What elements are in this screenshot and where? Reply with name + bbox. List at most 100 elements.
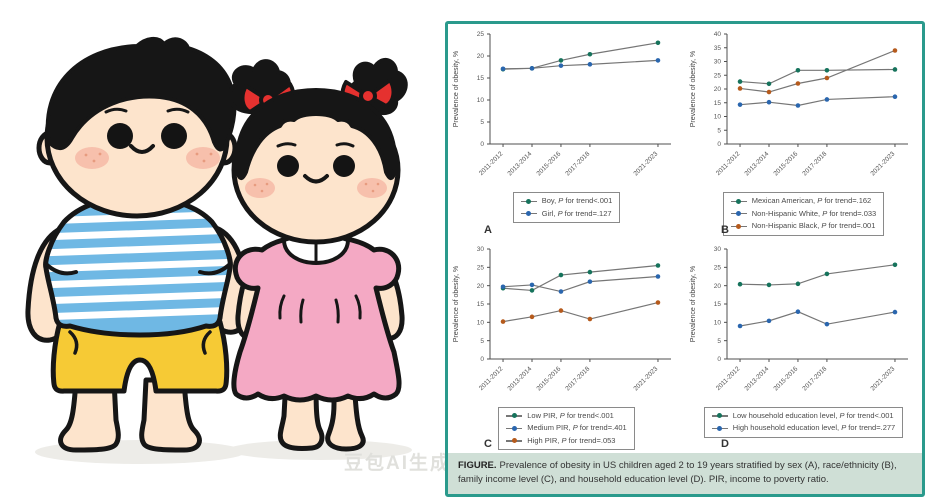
panel-letter-c: C xyxy=(484,438,492,451)
svg-text:2021-2023: 2021-2023 xyxy=(632,365,659,392)
svg-text:30: 30 xyxy=(714,59,722,66)
svg-text:2013-2014: 2013-2014 xyxy=(506,150,533,177)
legend-marker-icon xyxy=(520,211,537,217)
svg-text:2013-2014: 2013-2014 xyxy=(743,150,770,177)
svg-text:35: 35 xyxy=(714,45,722,52)
svg-text:2015-2016: 2015-2016 xyxy=(535,150,562,177)
svg-text:10: 10 xyxy=(714,319,722,326)
legend-marker-icon xyxy=(506,413,523,419)
legend-label: Medium PIR, P for trend=.401 xyxy=(527,423,627,433)
legend-item: Low household education level, P for tre… xyxy=(711,411,895,422)
svg-text:25: 25 xyxy=(477,31,485,38)
svg-text:2021-2023: 2021-2023 xyxy=(869,150,896,177)
svg-text:15: 15 xyxy=(714,301,722,308)
svg-text:2015-2016: 2015-2016 xyxy=(535,365,562,392)
svg-text:30: 30 xyxy=(714,246,722,253)
svg-text:2011-2012: 2011-2012 xyxy=(478,150,505,177)
chart-panel-c: 0 5 10 15 20 25 30 2011-2012 2013-2014 2015-2016 2… xyxy=(448,239,685,454)
svg-text:20: 20 xyxy=(714,283,722,290)
svg-text:Prevalence of obesity, %: Prevalence of obesity, % xyxy=(453,265,460,342)
svg-text:2021-2023: 2021-2023 xyxy=(632,150,659,177)
svg-text:0: 0 xyxy=(717,141,721,148)
caption-label: FIGURE. xyxy=(458,460,497,472)
legend-marker-icon xyxy=(506,438,523,444)
svg-text:40: 40 xyxy=(714,31,722,38)
svg-text:2013-2014: 2013-2014 xyxy=(506,365,533,392)
chart-a-plot: 0 5 10 15 20 25 2011-2012 2013-2014 2015-2016 201… xyxy=(453,31,671,177)
legend-marker-icon xyxy=(730,198,747,204)
panel-letter-b: B xyxy=(721,223,729,236)
svg-text:2011-2012: 2011-2012 xyxy=(715,150,742,177)
chart-panel-a: 0 5 10 15 20 25 2011-2012 2013-2014 2015-2016 201… xyxy=(448,24,685,239)
svg-text:Prevalence of obesity, %: Prevalence of obesity, % xyxy=(690,51,697,128)
shadow-girl xyxy=(228,440,412,460)
legend-marker-icon xyxy=(730,223,747,229)
legend-item: Girl, P for trend=.127 xyxy=(520,208,613,220)
shirt-stripes xyxy=(45,209,231,322)
legend-item: Medium PIR, P for trend=.401 xyxy=(506,423,627,434)
svg-text:2011-2012: 2011-2012 xyxy=(478,365,505,392)
legend-label: Non-Hispanic White, P for trend=.033 xyxy=(751,208,877,218)
svg-text:2017-2018: 2017-2018 xyxy=(801,150,828,177)
svg-text:5: 5 xyxy=(717,127,721,134)
svg-text:2015-2016: 2015-2016 xyxy=(772,365,799,392)
legend-label: Boy, P for trend<.001 xyxy=(541,196,613,205)
figure-caption: FIGURE. Prevalence of obesity in US child… xyxy=(448,453,922,494)
legend-label: High PIR, P for trend=.053 xyxy=(527,435,616,445)
ai-watermark: 豆包AI生成 xyxy=(344,453,452,474)
legend-label: Low PIR, P for trend<.001 xyxy=(527,410,614,420)
svg-text:10: 10 xyxy=(477,319,485,326)
legend-item: Mexican American, P for trend=.162 xyxy=(730,196,876,207)
legend-marker-icon xyxy=(506,425,523,431)
legend-marker-icon xyxy=(711,413,728,419)
legend-marker-icon xyxy=(730,211,747,217)
cartoon-children-svg xyxy=(25,37,412,464)
svg-text:15: 15 xyxy=(477,75,485,82)
figure-panel: 0 5 10 15 20 25 2011-2012 2013-2014 2015-2016 201… xyxy=(445,21,925,497)
svg-text:10: 10 xyxy=(714,114,722,121)
svg-text:5: 5 xyxy=(717,338,721,345)
svg-text:25: 25 xyxy=(714,264,722,271)
legend-item: Boy, P for trend<.001 xyxy=(520,196,613,207)
children-illustration: 豆包AI生成 xyxy=(0,0,449,502)
legend-item: High PIR, P for trend=.053 xyxy=(506,436,626,447)
svg-text:30: 30 xyxy=(477,246,485,253)
svg-text:2015-2016: 2015-2016 xyxy=(772,150,799,177)
legend-item: Low PIR, P for trend<.001 xyxy=(506,411,626,422)
chart-c-legend: Low PIR, P for trend<.001 Medium PIR, P f… xyxy=(498,406,635,451)
legend-item: High household education level, P for tr… xyxy=(711,423,896,434)
legend-label: Girl, P for trend=.127 xyxy=(541,208,612,218)
svg-text:20: 20 xyxy=(714,86,722,93)
svg-text:Prevalence of obesity, %: Prevalence of obesity, % xyxy=(453,51,460,128)
legend-label: High household education level, P for tr… xyxy=(732,423,896,433)
legend-item: Non-Hispanic White, P for trend=.033 xyxy=(730,208,877,220)
svg-text:2017-2018: 2017-2018 xyxy=(564,365,591,392)
svg-text:25: 25 xyxy=(477,264,485,271)
svg-text:0: 0 xyxy=(480,141,484,148)
svg-text:0: 0 xyxy=(480,356,484,363)
svg-text:2017-2018: 2017-2018 xyxy=(564,150,591,177)
svg-text:0: 0 xyxy=(717,356,721,363)
chart-d-plot: 0 5 10 15 20 25 30 2011-2012 2013-2014 2015-2016 2… xyxy=(690,246,908,392)
legend-marker-icon xyxy=(520,198,537,204)
svg-text:15: 15 xyxy=(714,100,722,107)
chart-a-legend: Boy, P for trend<.001 Girl, P for trend=.… xyxy=(512,192,621,223)
svg-text:20: 20 xyxy=(477,53,485,60)
svg-text:10: 10 xyxy=(477,97,485,104)
svg-text:2017-2018: 2017-2018 xyxy=(801,365,828,392)
caption-text: Prevalence of obesity in US children age… xyxy=(458,460,897,485)
svg-text:25: 25 xyxy=(714,72,722,79)
chart-d-legend: Low household education level, P for tre… xyxy=(703,406,904,438)
svg-text:2013-2014: 2013-2014 xyxy=(743,365,770,392)
svg-text:5: 5 xyxy=(480,119,484,126)
legend-label: Mexican American, P for trend=.162 xyxy=(751,196,872,205)
svg-text:20: 20 xyxy=(477,283,485,290)
svg-text:2011-2012: 2011-2012 xyxy=(715,365,742,392)
svg-text:15: 15 xyxy=(477,301,485,308)
svg-text:5: 5 xyxy=(480,338,484,345)
panel-letter-d: D xyxy=(721,438,729,451)
chart-panel-d: 0 5 10 15 20 25 30 2011-2012 2013-2014 2015-2016 2… xyxy=(685,239,922,454)
svg-text:Prevalence of obesity, %: Prevalence of obesity, % xyxy=(690,265,697,342)
